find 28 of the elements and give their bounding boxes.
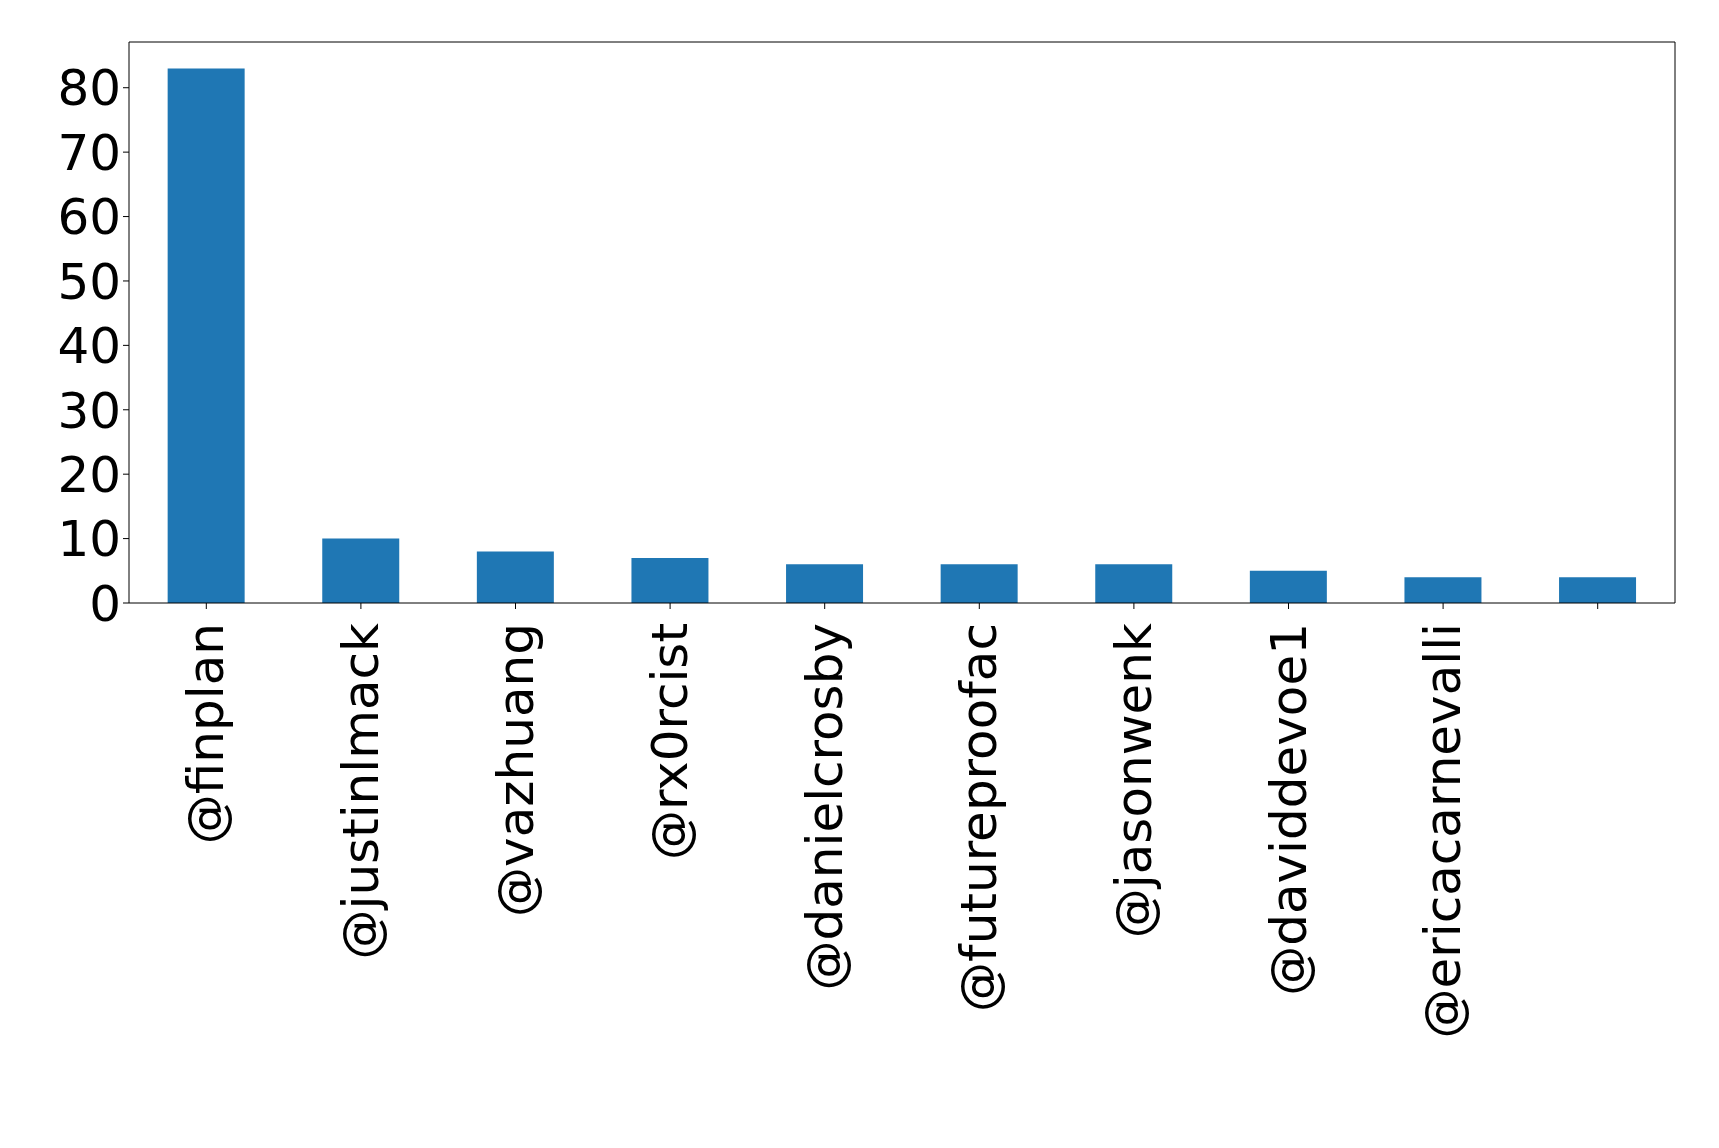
bar [167,68,245,603]
bar [476,551,554,603]
y-tick-label: 60 [57,188,121,247]
y-tick-label: 50 [57,252,121,311]
bar [786,564,864,603]
y-tick-label: 10 [57,510,121,569]
bar [1095,564,1173,603]
x-tick-label: @finplan [177,623,236,845]
x-tick-label: @ericacarnevalli [1414,623,1473,1039]
x-tick-label: @daviddevoe1 [1259,623,1318,996]
bar [322,538,400,603]
bar [1404,577,1482,603]
y-tick-label: 20 [57,445,121,504]
y-tick-label: 30 [57,381,121,440]
x-tick-label: @vazhuang [486,623,545,917]
x-tick-label: @jasonwenk [1104,622,1163,939]
bar [940,564,1018,603]
x-tick-label: @futureproofac [950,623,1009,1012]
bar [631,557,709,603]
y-tick-label: 0 [89,574,121,633]
x-tick-label: @rx0rcist [641,623,700,861]
y-tick-label: 80 [57,59,121,118]
x-tick-label: @justinlmack [331,622,390,960]
x-tick-label: @danielcrosby [795,623,854,991]
bar [1249,570,1327,603]
y-tick-label: 40 [57,317,121,376]
y-tick-label: 70 [57,123,121,182]
bar [1559,577,1637,603]
